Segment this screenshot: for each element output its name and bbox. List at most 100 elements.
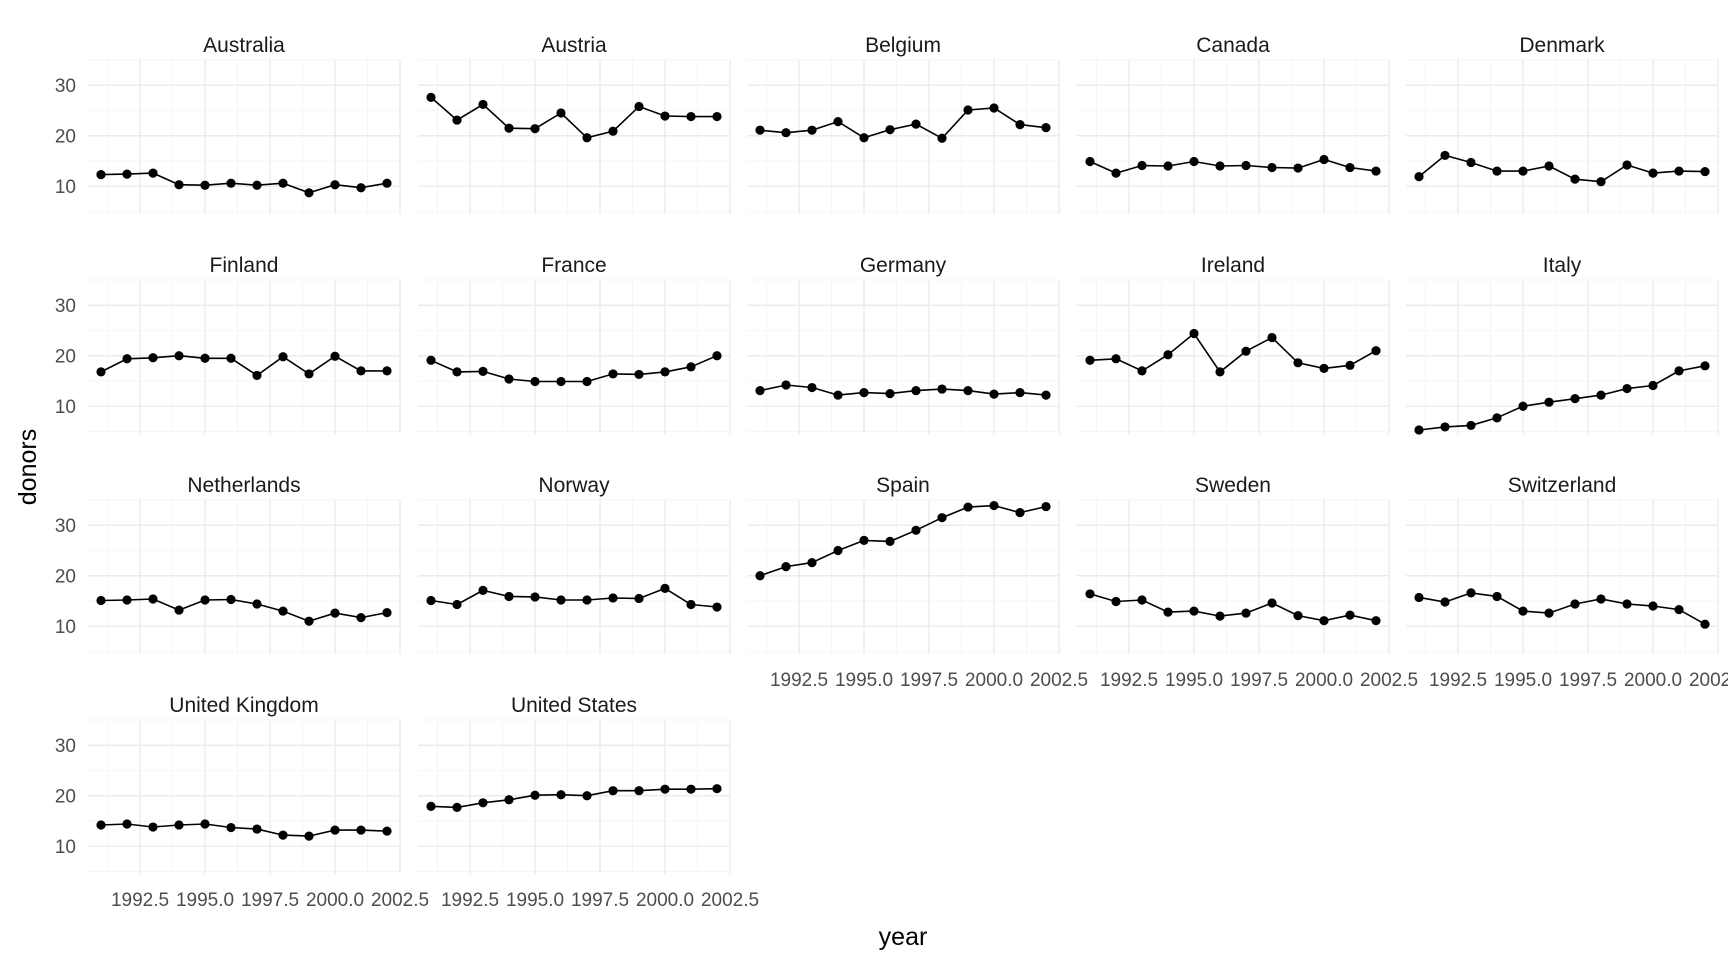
x-tick-label: 1992.5 — [1100, 670, 1158, 691]
data-point — [1189, 156, 1199, 167]
series-line-canada — [1089, 158, 1377, 174]
data-point — [634, 369, 644, 380]
data-point — [478, 366, 488, 376]
facet-panel-austria: Austria — [418, 34, 731, 214]
facet-strip-label: Finland — [210, 254, 279, 277]
data-point — [1163, 161, 1173, 171]
data-point — [426, 801, 436, 811]
series-line-switzerland — [1418, 592, 1706, 625]
data-point — [1570, 599, 1580, 609]
data-point — [1414, 592, 1424, 603]
facet-strip-label: United Kingdom — [169, 694, 318, 717]
data-point — [330, 825, 340, 835]
y-tick-label: 20 — [55, 127, 76, 148]
data-point — [1648, 168, 1658, 178]
data-point — [1215, 611, 1225, 621]
facet-strip-label: France — [541, 254, 606, 277]
data-point — [200, 819, 210, 829]
data-point — [781, 562, 791, 572]
y-tick-label: 10 — [55, 837, 76, 858]
data-point — [989, 389, 999, 399]
series-line-sweden — [1089, 593, 1377, 622]
facet-panel-germany: Germany — [747, 254, 1060, 434]
data-point — [1544, 397, 1554, 407]
data-point — [278, 606, 288, 616]
facet-panel-switzerland: Switzerland 1992.5 1995.0 1997.5 2000.0 2002.… — [1406, 474, 1728, 691]
data-point — [556, 376, 566, 387]
x-tick-label: 1997.5 — [571, 890, 629, 911]
data-point — [226, 178, 236, 188]
data-point — [1111, 168, 1121, 178]
data-point — [174, 351, 184, 361]
facet-strip-label: Austria — [541, 34, 607, 57]
data-point — [1518, 166, 1528, 176]
data-point — [582, 791, 592, 801]
data-point — [304, 831, 314, 841]
data-point — [1241, 346, 1251, 356]
data-point — [1440, 150, 1450, 161]
data-point — [712, 784, 722, 794]
data-point — [504, 795, 514, 805]
y-tick-label: 30 — [55, 736, 76, 757]
data-point — [426, 92, 436, 102]
x-tick-label: 1995.0 — [835, 670, 893, 691]
data-point — [426, 355, 436, 365]
data-point — [1570, 394, 1580, 404]
data-point — [356, 183, 366, 193]
data-point — [963, 105, 973, 115]
data-point — [252, 824, 262, 834]
data-point — [1267, 598, 1277, 608]
facet-panel-denmark: Denmark — [1406, 34, 1719, 214]
data-point — [712, 602, 722, 612]
data-point — [1163, 607, 1173, 617]
data-point — [1596, 594, 1606, 604]
data-point — [278, 178, 288, 188]
data-point — [504, 123, 514, 133]
data-point — [356, 366, 366, 376]
data-point — [755, 385, 765, 396]
data-point — [1189, 606, 1199, 616]
data-point — [1215, 161, 1225, 171]
data-point — [1674, 366, 1684, 376]
y-axis-title: donors — [14, 429, 42, 505]
data-point — [755, 571, 765, 581]
data-point — [911, 119, 921, 129]
data-point — [1700, 166, 1710, 177]
data-point — [686, 599, 696, 610]
data-point — [304, 188, 314, 198]
x-tick-label: 1992.5 — [441, 890, 499, 911]
data-point — [1492, 413, 1502, 423]
data-point — [452, 802, 462, 812]
data-point — [148, 168, 158, 178]
data-point — [1648, 601, 1658, 611]
data-point — [278, 830, 288, 840]
data-point — [608, 786, 618, 796]
data-point — [1700, 619, 1710, 629]
facet-strip-label: Australia — [203, 34, 285, 57]
data-point — [1163, 350, 1173, 360]
data-point — [382, 826, 392, 836]
data-point — [1215, 367, 1225, 377]
facet-panel-united-kingdom: United Kingdom 10 20 30 1992.5 1995.0 1997.5 20… — [55, 694, 429, 911]
data-point — [1111, 354, 1121, 364]
x-tick-label: 2002.5 — [701, 890, 759, 911]
x-tick-label: 2000.0 — [965, 670, 1023, 691]
data-point — [833, 117, 843, 127]
data-point — [1414, 172, 1424, 182]
data-point — [937, 513, 947, 523]
data-point — [330, 608, 340, 618]
data-point — [122, 595, 132, 605]
data-point — [686, 111, 696, 122]
data-point — [96, 820, 106, 830]
data-point — [1137, 366, 1147, 376]
data-point — [859, 133, 869, 143]
data-point — [963, 502, 973, 512]
data-point — [1041, 501, 1051, 512]
data-point — [252, 599, 262, 609]
data-point — [148, 822, 158, 832]
data-point — [712, 351, 722, 361]
data-point — [1241, 160, 1251, 171]
data-point — [634, 786, 644, 796]
data-point — [807, 558, 817, 568]
